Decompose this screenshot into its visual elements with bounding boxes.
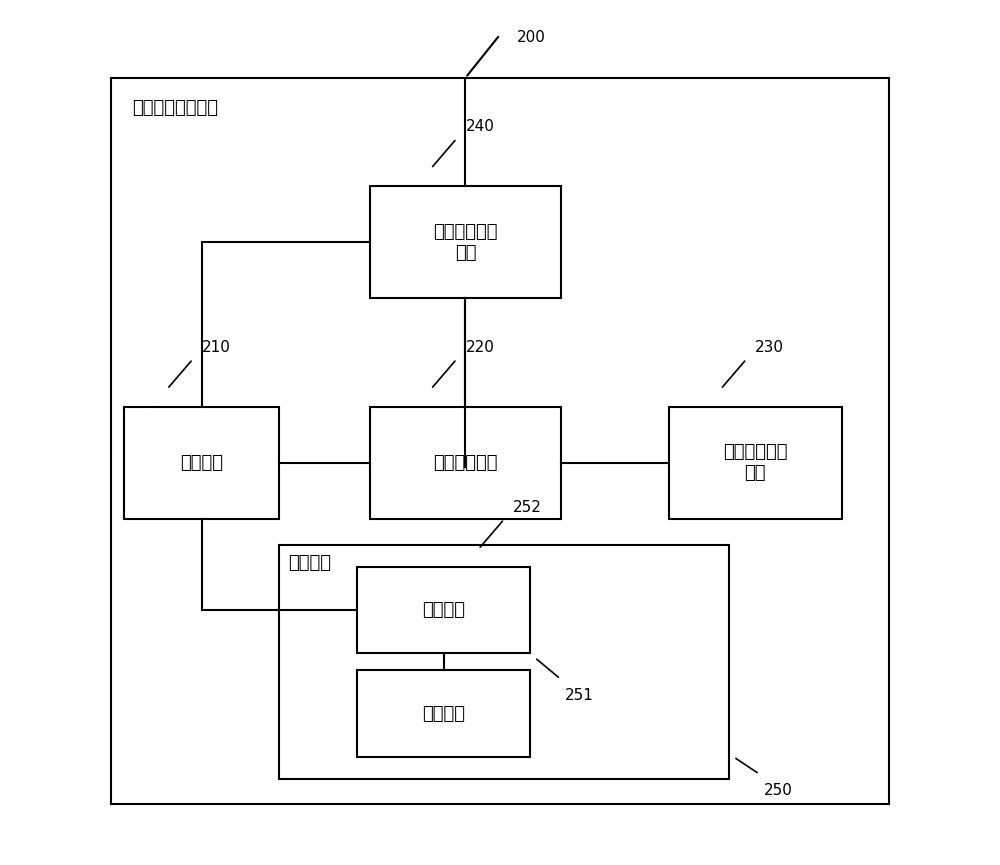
- Text: 车载终端: 车载终端: [180, 454, 223, 471]
- FancyBboxPatch shape: [279, 545, 729, 778]
- FancyBboxPatch shape: [669, 407, 842, 519]
- Text: 240: 240: [465, 119, 494, 134]
- Text: 251: 251: [565, 688, 594, 702]
- Text: 第一温度检测
装置: 第一温度检测 装置: [723, 444, 787, 482]
- FancyBboxPatch shape: [124, 407, 279, 519]
- Text: 开关元件: 开关元件: [422, 601, 465, 618]
- FancyBboxPatch shape: [370, 407, 561, 519]
- Text: 座椅温度标定系统: 座椅温度标定系统: [132, 99, 218, 118]
- Text: 发热电路: 发热电路: [288, 554, 331, 572]
- FancyBboxPatch shape: [111, 78, 889, 804]
- Text: 200: 200: [517, 30, 546, 45]
- Text: 210: 210: [202, 340, 230, 355]
- Text: 数据传输设备: 数据传输设备: [433, 454, 498, 471]
- Text: 250: 250: [764, 783, 793, 798]
- FancyBboxPatch shape: [357, 567, 530, 653]
- FancyBboxPatch shape: [357, 670, 530, 757]
- Text: 220: 220: [465, 340, 494, 355]
- FancyBboxPatch shape: [370, 186, 561, 298]
- Text: 252: 252: [513, 500, 542, 515]
- Text: 230: 230: [755, 340, 784, 355]
- Text: 第二温度检测
装置: 第二温度检测 装置: [433, 223, 498, 261]
- Text: 发热装置: 发热装置: [422, 705, 465, 722]
